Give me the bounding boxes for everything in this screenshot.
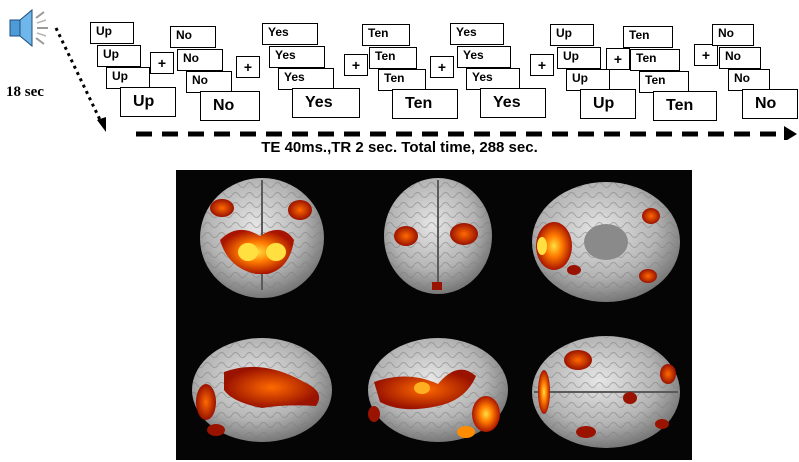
stimulus-card: Up xyxy=(97,45,141,67)
stimulus-card: Up xyxy=(550,24,594,46)
fixation-cross: + xyxy=(430,56,454,78)
stimulus-card: No xyxy=(186,71,232,93)
stimulus-card: Up xyxy=(120,87,176,117)
brain-view-left-lateral xyxy=(192,338,332,442)
brain-view-right-lateral xyxy=(368,338,508,442)
stimulus-card: Up xyxy=(580,89,636,119)
stimulus-card: No xyxy=(200,91,260,121)
fixation-cross: + xyxy=(530,54,554,76)
fixation-cross: + xyxy=(236,56,260,78)
stimulus-card: No xyxy=(719,47,761,69)
stimulus-card: No xyxy=(170,26,216,48)
stimulus-card: Ten xyxy=(378,69,426,91)
brain-view-anterior xyxy=(384,178,492,294)
stimulus-card: Yes xyxy=(262,23,318,45)
stimulus-card: Yes xyxy=(292,88,360,118)
stimulus-card: Yes xyxy=(450,23,504,45)
time-arrowhead xyxy=(784,126,797,140)
stimulus-card: Ten xyxy=(392,89,458,119)
stimulus-card: Yes xyxy=(466,68,520,90)
fixation-cross: + xyxy=(606,48,630,70)
stimulus-card: No xyxy=(712,24,754,46)
stimulus-card: No xyxy=(742,89,798,119)
brain-view-posterior xyxy=(200,178,324,298)
stimulus-card: Ten xyxy=(630,49,680,71)
stimulus-card: Up xyxy=(90,22,134,44)
stimulus-card: No xyxy=(728,69,770,91)
stimulus-card: Up xyxy=(566,69,610,91)
stimulus-card: No xyxy=(177,49,223,71)
stimulus-card: Ten xyxy=(369,47,417,69)
stimulus-card: Ten xyxy=(653,91,717,121)
stimulus-card: Yes xyxy=(480,88,546,118)
stimulus-card: Ten xyxy=(623,26,673,48)
stimulus-card: Ten xyxy=(639,71,689,93)
stimulus-card: Yes xyxy=(269,46,325,68)
fixation-cross: + xyxy=(344,54,368,76)
stimulus-card: Yes xyxy=(457,46,511,68)
fixation-cross: + xyxy=(694,44,718,66)
stimulus-card: Up xyxy=(106,67,150,89)
dotted-arrowhead xyxy=(97,117,106,132)
stimulus-card: Yes xyxy=(278,68,334,90)
stimulus-card: Ten xyxy=(362,24,410,46)
stimulus-card: Up xyxy=(557,47,601,69)
fixation-cross: + xyxy=(150,52,174,74)
brain-activation-panel xyxy=(176,170,692,460)
timing-label: 18 sec xyxy=(6,84,44,100)
timeline-arrows xyxy=(54,27,797,140)
scan-parameters: TE 40ms.,TR 2 sec. Total time, 288 sec. xyxy=(261,139,538,156)
speaker-icon xyxy=(9,8,48,48)
brain-view-inferior xyxy=(532,182,680,302)
brain-view-superior xyxy=(532,336,680,448)
